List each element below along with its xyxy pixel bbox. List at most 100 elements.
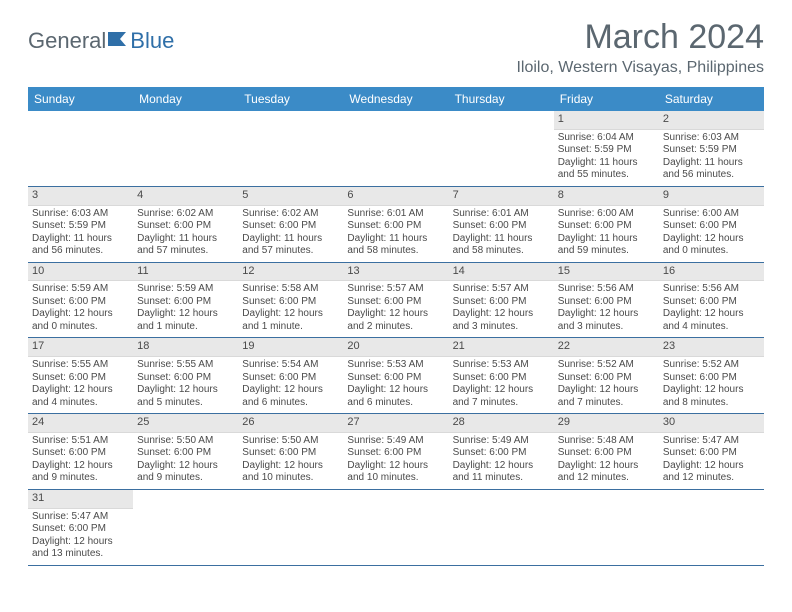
day-number: 21 [449,338,554,357]
sunset-text: Sunset: 6:00 PM [32,447,129,460]
calendar-cell [343,111,448,186]
location-subtitle: Iloilo, Western Visayas, Philippines [516,59,764,77]
sunrise-text: Sunrise: 5:57 AM [347,283,444,296]
day-header: Monday [133,87,238,111]
daylight-text: Daylight: 11 hours and 57 minutes. [137,233,234,258]
sunrise-text: Sunrise: 5:49 AM [453,435,550,448]
cell-body: Sunrise: 6:01 AMSunset: 6:00 PMDaylight:… [449,206,554,262]
sunrise-text: Sunrise: 6:00 AM [663,208,760,221]
sunrise-text: Sunrise: 5:49 AM [347,435,444,448]
day-number: 30 [659,414,764,433]
day-number: 8 [554,187,659,206]
daylight-text: Daylight: 11 hours and 59 minutes. [558,233,655,258]
sunset-text: Sunset: 6:00 PM [663,447,760,460]
sunrise-text: Sunrise: 5:51 AM [32,435,129,448]
sunrise-text: Sunrise: 5:55 AM [32,359,129,372]
sunrise-text: Sunrise: 6:03 AM [663,132,760,145]
sunrise-text: Sunrise: 5:54 AM [242,359,339,372]
sunrise-text: Sunrise: 5:57 AM [453,283,550,296]
sunset-text: Sunset: 6:00 PM [32,296,129,309]
calendar-cell [133,111,238,186]
day-number: 25 [133,414,238,433]
sunset-text: Sunset: 6:00 PM [347,220,444,233]
sunrise-text: Sunrise: 6:02 AM [137,208,234,221]
calendar-table: SundayMondayTuesdayWednesdayThursdayFrid… [28,87,764,566]
calendar-cell: 7Sunrise: 6:01 AMSunset: 6:00 PMDaylight… [449,187,554,262]
day-number: 1 [554,111,659,130]
sunset-text: Sunset: 6:00 PM [453,296,550,309]
daylight-text: Daylight: 12 hours and 8 minutes. [663,384,760,409]
cell-body: Sunrise: 5:53 AMSunset: 6:00 PMDaylight:… [343,357,448,413]
cell-body: Sunrise: 6:00 AMSunset: 6:00 PMDaylight:… [659,206,764,262]
week-row: 31Sunrise: 5:47 AMSunset: 6:00 PMDayligh… [28,490,764,566]
calendar-cell [238,490,343,565]
cell-body: Sunrise: 5:59 AMSunset: 6:00 PMDaylight:… [28,281,133,337]
sunrise-text: Sunrise: 5:47 AM [32,511,129,524]
daylight-text: Daylight: 12 hours and 2 minutes. [347,308,444,333]
daylight-text: Daylight: 12 hours and 1 minute. [242,308,339,333]
day-header: Thursday [449,87,554,111]
calendar-cell: 27Sunrise: 5:49 AMSunset: 6:00 PMDayligh… [343,414,448,489]
sunset-text: Sunset: 6:00 PM [242,296,339,309]
day-number: 12 [238,263,343,282]
day-header: Saturday [659,87,764,111]
daylight-text: Daylight: 12 hours and 0 minutes. [663,233,760,258]
calendar-cell: 9Sunrise: 6:00 AMSunset: 6:00 PMDaylight… [659,187,764,262]
sunset-text: Sunset: 6:00 PM [32,372,129,385]
day-number: 2 [659,111,764,130]
daylight-text: Daylight: 11 hours and 57 minutes. [242,233,339,258]
calendar-cell: 2Sunrise: 6:03 AMSunset: 5:59 PMDaylight… [659,111,764,186]
calendar-cell: 8Sunrise: 6:00 AMSunset: 6:00 PMDaylight… [554,187,659,262]
cell-body: Sunrise: 5:59 AMSunset: 6:00 PMDaylight:… [133,281,238,337]
day-number: 20 [343,338,448,357]
sunset-text: Sunset: 5:59 PM [558,144,655,157]
daylight-text: Daylight: 12 hours and 4 minutes. [663,308,760,333]
calendar-cell [554,490,659,565]
sunset-text: Sunset: 6:00 PM [453,447,550,460]
day-number: 27 [343,414,448,433]
sunrise-text: Sunrise: 5:52 AM [663,359,760,372]
calendar-cell: 24Sunrise: 5:51 AMSunset: 6:00 PMDayligh… [28,414,133,489]
cell-body: Sunrise: 5:55 AMSunset: 6:00 PMDaylight:… [28,357,133,413]
daylight-text: Daylight: 12 hours and 9 minutes. [137,460,234,485]
day-header: Tuesday [238,87,343,111]
calendar-cell: 19Sunrise: 5:54 AMSunset: 6:00 PMDayligh… [238,338,343,413]
logo-text-2: Blue [130,28,174,54]
sunrise-text: Sunrise: 5:50 AM [137,435,234,448]
week-row: 1Sunrise: 6:04 AMSunset: 5:59 PMDaylight… [28,111,764,187]
sunset-text: Sunset: 6:00 PM [663,220,760,233]
day-number: 31 [28,490,133,509]
calendar-cell: 12Sunrise: 5:58 AMSunset: 6:00 PMDayligh… [238,263,343,338]
cell-body: Sunrise: 5:51 AMSunset: 6:00 PMDaylight:… [28,433,133,489]
sunset-text: Sunset: 6:00 PM [558,296,655,309]
calendar-cell: 4Sunrise: 6:02 AMSunset: 6:00 PMDaylight… [133,187,238,262]
day-number: 19 [238,338,343,357]
calendar-cell: 5Sunrise: 6:02 AMSunset: 6:00 PMDaylight… [238,187,343,262]
cell-body: Sunrise: 5:57 AMSunset: 6:00 PMDaylight:… [343,281,448,337]
daylight-text: Daylight: 11 hours and 55 minutes. [558,157,655,182]
sunrise-text: Sunrise: 6:04 AM [558,132,655,145]
day-number: 29 [554,414,659,433]
sunset-text: Sunset: 5:59 PM [663,144,760,157]
week-row: 17Sunrise: 5:55 AMSunset: 6:00 PMDayligh… [28,338,764,414]
cell-body: Sunrise: 5:49 AMSunset: 6:00 PMDaylight:… [343,433,448,489]
sunset-text: Sunset: 6:00 PM [453,372,550,385]
calendar-cell: 28Sunrise: 5:49 AMSunset: 6:00 PMDayligh… [449,414,554,489]
day-number: 13 [343,263,448,282]
calendar-cell: 31Sunrise: 5:47 AMSunset: 6:00 PMDayligh… [28,490,133,565]
sunrise-text: Sunrise: 6:02 AM [242,208,339,221]
cell-body: Sunrise: 5:47 AMSunset: 6:00 PMDaylight:… [28,509,133,565]
sunset-text: Sunset: 6:00 PM [558,447,655,460]
day-number: 10 [28,263,133,282]
cell-body: Sunrise: 5:57 AMSunset: 6:00 PMDaylight:… [449,281,554,337]
day-number: 18 [133,338,238,357]
day-number: 4 [133,187,238,206]
page-header: General Blue March 2024 Iloilo, Western … [28,18,764,77]
daylight-text: Daylight: 12 hours and 7 minutes. [558,384,655,409]
sunrise-text: Sunrise: 5:55 AM [137,359,234,372]
calendar-cell: 23Sunrise: 5:52 AMSunset: 6:00 PMDayligh… [659,338,764,413]
day-number: 11 [133,263,238,282]
cell-body: Sunrise: 5:52 AMSunset: 6:00 PMDaylight:… [554,357,659,413]
day-header: Sunday [28,87,133,111]
cell-body: Sunrise: 5:56 AMSunset: 6:00 PMDaylight:… [659,281,764,337]
